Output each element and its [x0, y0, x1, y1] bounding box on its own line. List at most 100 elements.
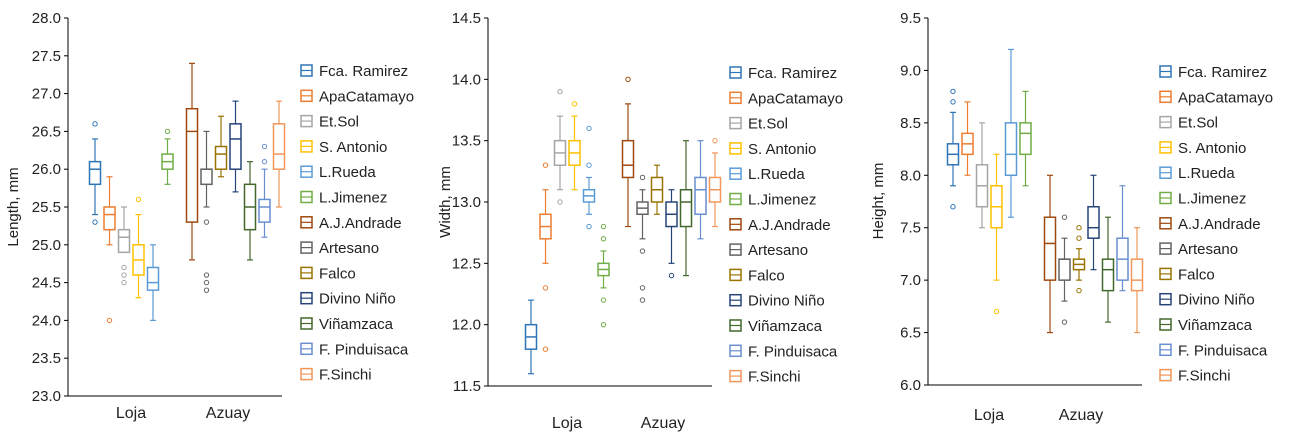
legend-item: Et.Sol	[729, 116, 788, 133]
outlier-point	[203, 219, 210, 225]
box-divino-ni-o	[1087, 174, 1100, 271]
box-fca-ramirez	[524, 299, 538, 375]
legend-item: L.Rueda	[729, 166, 805, 183]
box-l-rueda	[146, 244, 160, 321]
legend-item: A.J.Andrade	[1159, 216, 1261, 233]
legend-item: Divino Niño	[729, 293, 825, 310]
legend-item: S. Antonio	[729, 141, 816, 158]
legend-label: L.Jimenez	[319, 190, 387, 207]
box-iqr	[103, 206, 116, 231]
outlier-point	[950, 99, 956, 105]
outlier-point	[203, 279, 210, 286]
legend-item: Fca. Ramirez	[729, 65, 837, 82]
outlier-point	[639, 285, 646, 291]
outlier-point	[600, 236, 607, 242]
y-tick-label: 9.5	[900, 10, 921, 27]
y-tick-label: 7.5	[900, 220, 921, 237]
legend-label: ApaCatamayo	[1178, 89, 1273, 106]
legend-label: ApaCatamayo	[748, 90, 843, 107]
legend-item: Fca. Ramirez	[1159, 64, 1267, 81]
outlier-point	[586, 125, 592, 132]
legend-label: Artesano	[748, 242, 808, 259]
outlier-point	[1061, 319, 1068, 325]
legend-label: S. Antonio	[748, 141, 816, 158]
outlier-point	[121, 264, 127, 271]
x-group-label: Loja	[552, 415, 582, 432]
legend-item: Et.Sol	[300, 114, 359, 131]
box-divino-ni-o	[665, 189, 678, 279]
legend-label: S. Antonio	[1178, 140, 1246, 157]
box-a-j-andrade	[185, 62, 199, 261]
box-l-rueda	[1004, 48, 1018, 218]
box-et-sol	[975, 122, 989, 229]
legend-item: Artesano	[729, 242, 808, 259]
outlier-point	[639, 248, 646, 254]
box-iqr	[679, 188, 693, 228]
outlier-point	[639, 174, 646, 181]
box-apacatamayo	[961, 101, 974, 176]
box-a-j-andrade	[1043, 174, 1057, 334]
y-axis-label: Length, mm	[5, 167, 22, 246]
legend-label: Falco	[748, 267, 785, 284]
legend-label: Divino Niño	[1178, 292, 1255, 309]
legend-item: ApaCatamayo	[729, 90, 843, 107]
legend-label: Artesano	[1178, 241, 1238, 258]
outlier-point	[557, 199, 563, 205]
legend-label: Fca. Ramirez	[748, 65, 837, 82]
y-tick-label: 12.0	[452, 317, 481, 334]
y-tick-label: 28.0	[32, 10, 61, 27]
outlier-point	[668, 272, 675, 279]
box-falco	[214, 115, 228, 178]
legend-item: Artesano	[300, 240, 379, 257]
outlier-point	[121, 272, 127, 278]
y-tick-label: 13.0	[452, 194, 481, 211]
box-artesano	[636, 174, 649, 303]
box-apacatamayo	[103, 176, 116, 324]
legend-item: Viñamzaca	[729, 318, 823, 335]
box-iqr	[146, 266, 160, 291]
y-tick-label: 26.5	[32, 123, 61, 140]
outlier-point	[542, 285, 549, 291]
y-tick-label: 27.0	[32, 86, 61, 103]
outlier-point	[950, 88, 956, 95]
outlier-point	[1076, 235, 1082, 241]
box-falco	[1072, 225, 1086, 294]
legend-item: A.J.Andrade	[300, 215, 402, 232]
y-tick-label: 23.0	[32, 388, 61, 405]
legend-item: S. Antonio	[1159, 140, 1246, 157]
outlier-point	[203, 272, 210, 278]
legend-item: L.Rueda	[300, 164, 376, 181]
outlier-point	[571, 101, 578, 107]
outlier-point	[92, 121, 98, 127]
box-iqr	[1130, 258, 1144, 292]
legend-item: L.Jimenez	[300, 190, 387, 207]
legend-item: F.Sinchi	[300, 367, 372, 384]
legend-item: L.Jimenez	[1159, 191, 1246, 208]
y-tick-label: 25.5	[32, 199, 61, 216]
y-tick-label: 25.0	[32, 237, 61, 254]
outlier-point	[586, 162, 592, 168]
box-iqr	[1019, 122, 1032, 156]
legend-item: L.Rueda	[1159, 165, 1235, 182]
legend-label: Et.Sol	[319, 114, 359, 131]
box-vi-amzaca	[679, 140, 693, 277]
legend-item: Divino Niño	[1159, 292, 1255, 309]
legend-label: Et.Sol	[1178, 115, 1218, 132]
box-iqr	[185, 107, 199, 223]
chart-panel-1: 23.0 23.5 24.0 24.5 25.0 25.5 26.0 26.5 27.0 27.5…	[5, 10, 414, 422]
outlier-point	[1076, 287, 1082, 294]
legend-label: ApaCatamayo	[319, 88, 414, 105]
legend-label: Divino Niño	[748, 293, 825, 310]
legend-item: ApaCatamayo	[1159, 89, 1273, 106]
box-l-jimenez	[161, 128, 174, 185]
box-fca-ramirez	[88, 121, 102, 225]
legend-item: Falco	[729, 267, 785, 284]
legend-label: L.Jimenez	[748, 192, 816, 209]
legend-item: F. Pinduisaca	[729, 343, 838, 360]
legend-label: Viñamzaca	[319, 316, 394, 333]
box-et-sol	[117, 206, 131, 286]
outlier-point	[600, 321, 607, 328]
box-iqr	[1087, 205, 1100, 239]
box-iqr	[258, 198, 271, 223]
